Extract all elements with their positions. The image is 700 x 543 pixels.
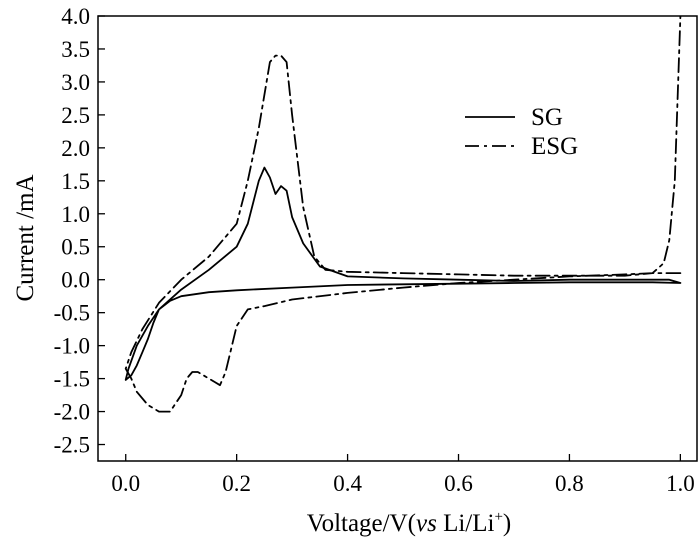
x-axis-label-suffix: ) — [503, 510, 511, 537]
x-axis-label-sup: + — [494, 509, 502, 525]
y-tick-label: -1.5 — [54, 367, 90, 392]
y-tick-label: 4.0 — [61, 4, 90, 29]
y-tick-label: 3.5 — [61, 37, 90, 62]
x-tick-label: 0.0 — [111, 471, 140, 496]
y-tick-label: 1.0 — [61, 202, 90, 227]
y-tick-label: 1.5 — [61, 169, 90, 194]
y-tick-label: -2.0 — [54, 400, 90, 425]
y-tick-label: 2.5 — [61, 103, 90, 128]
legend-label-sg: SG — [531, 104, 563, 131]
y-tick-label: 3.0 — [61, 70, 90, 95]
x-tick-label: 0.8 — [555, 471, 584, 496]
series-line-esg — [124, 16, 682, 413]
x-axis-label-italic: vs — [416, 510, 437, 537]
y-tick-label: 0.5 — [61, 235, 90, 260]
x-tick-label: 0.2 — [222, 471, 251, 496]
y-tick-label: -0.5 — [54, 301, 90, 326]
series-line-sg — [124, 166, 682, 381]
series-layer — [124, 16, 682, 413]
x-tick-label: 1.0 — [666, 471, 695, 496]
y-tick-label: 2.0 — [61, 136, 90, 161]
legend-label-esg: ESG — [531, 133, 578, 160]
x-tick-label: 0.4 — [333, 471, 362, 496]
x-axis-label-middle: Li/Li — [437, 510, 495, 537]
y-tick-label: -2.5 — [54, 433, 90, 458]
legend: SG ESG — [465, 104, 578, 160]
x-axis-label-prefix: Voltage/V( — [307, 510, 416, 537]
x-axis-label: Voltage/V(vs Li/Li+) — [307, 509, 512, 537]
y-axis-label: Current /mA — [12, 174, 39, 301]
y-tick-label: -1.0 — [54, 334, 90, 359]
y-axis: 4.0 3.5 3.0 2.5 2.0 1.5 1.0 0.5 0.0 -0.5 -1.0 -1.5 -… — [54, 4, 105, 458]
x-axis: 0.0 0.2 0.4 0.6 0.8 1.0 — [111, 454, 695, 496]
y-tick-label: 0.0 — [61, 268, 90, 293]
x-tick-label: 0.6 — [444, 471, 473, 496]
plot-frame — [97, 15, 698, 462]
